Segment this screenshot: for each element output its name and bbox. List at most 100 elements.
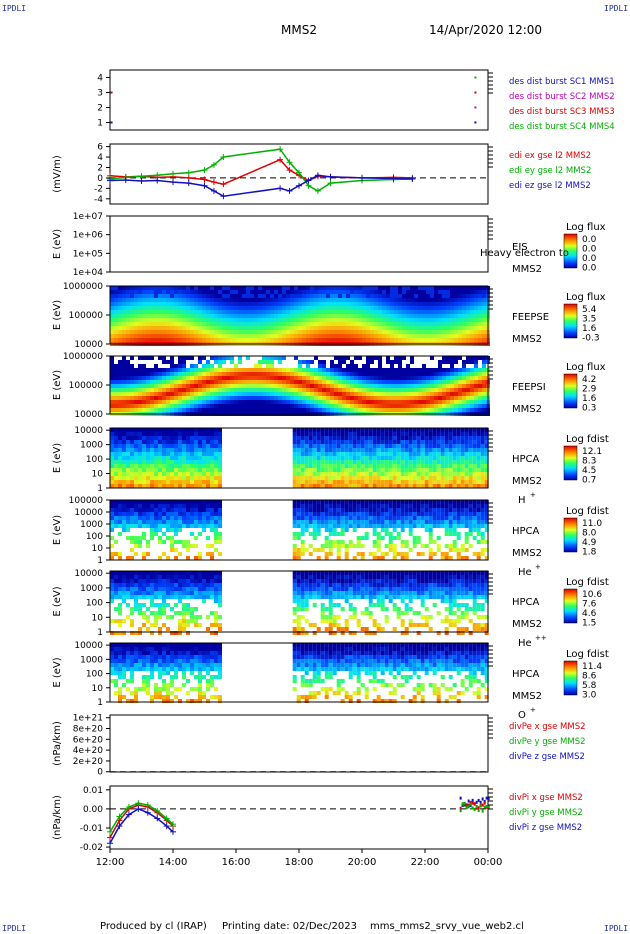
spectrogram-cell: [170, 306, 174, 310]
spectrogram-cell: [472, 432, 477, 436]
spectrogram-cell: [484, 480, 489, 484]
spectrogram-cell: [326, 298, 330, 302]
spectrogram-cell: [226, 400, 230, 404]
spectrogram-cell: [316, 440, 321, 444]
spectrogram-cell: [170, 524, 174, 528]
spectrogram-cell: [234, 330, 238, 334]
spectrogram-cell: [462, 376, 466, 380]
spectrogram-cell: [414, 326, 418, 330]
spectrogram-cell: [170, 334, 174, 338]
spectrogram-cell: [362, 372, 366, 376]
spectrogram-cell: [142, 322, 146, 326]
spectrogram-cell: [348, 472, 353, 476]
spectrogram-cell: [360, 544, 365, 548]
spectrogram-cell: [186, 356, 190, 360]
spectrogram-cell: [468, 476, 473, 480]
spectrogram-cell: [482, 384, 486, 388]
spectrogram-cell: [166, 306, 170, 310]
spectrogram-cell: [154, 432, 158, 436]
spectrogram-cell: [410, 318, 414, 322]
spectrogram-cell: [154, 298, 158, 302]
spectrogram-cell: [330, 318, 334, 322]
spectrogram-cell: [394, 302, 398, 306]
spectrogram-cell: [218, 372, 222, 376]
spectrogram-cell: [336, 456, 341, 460]
spectrogram-cell: [482, 356, 486, 360]
spectrogram-cell: [190, 512, 194, 516]
spectrogram-cell: [474, 376, 478, 380]
spectrogram-cell: [286, 318, 290, 322]
spectrogram-cell: [158, 472, 162, 476]
spectrogram-cell: [138, 440, 142, 444]
spectrogram-cell: [114, 330, 118, 334]
spectrogram-cell: [154, 388, 158, 392]
spectrogram-cell: [442, 334, 446, 338]
spectrogram-cell: [290, 372, 294, 376]
spectrogram-cell: [458, 376, 462, 380]
spectrogram-cell: [338, 364, 342, 368]
spectrogram-cell: [178, 484, 182, 488]
spectrogram-cell: [218, 460, 222, 464]
spectrogram-cell: [358, 302, 362, 306]
spectrogram-cell: [376, 428, 381, 432]
spectrogram-cell: [454, 286, 458, 290]
spectrogram-cell: [166, 440, 170, 444]
spectrogram-cell: [270, 322, 274, 326]
spectrogram-cell: [310, 388, 314, 392]
spectrogram-cell: [460, 476, 465, 480]
spectrogram-cell: [464, 460, 469, 464]
spectrogram-cell: [174, 472, 178, 476]
spectrogram-cell: [382, 306, 386, 310]
spectrogram-cell: [314, 310, 318, 314]
spectrogram-cell: [314, 404, 318, 408]
spectrogram-cell: [110, 508, 114, 512]
spectrogram-cell: [432, 512, 437, 516]
spectrogram-cell: [344, 480, 349, 484]
spectrogram-cell: [400, 544, 405, 548]
spectrogram-cell: [150, 400, 154, 404]
spectrogram-cell: [428, 452, 433, 456]
spectrogram-cell: [158, 500, 162, 504]
spectrogram-cell: [396, 504, 401, 508]
spectrogram-cell: [130, 400, 134, 404]
spectrogram-cell: [444, 436, 449, 440]
spectrogram-cell: [210, 444, 214, 448]
spectrogram-cell: [330, 380, 334, 384]
spectrogram-cell: [310, 372, 314, 376]
spectrogram-cell: [274, 338, 278, 342]
spectrogram-cell: [328, 464, 333, 468]
spectrogram-cell: [286, 314, 290, 318]
spectrogram-cell: [206, 468, 210, 472]
spectrogram-cell: [316, 484, 321, 488]
spectrogram-cell: [366, 314, 370, 318]
panel-hpca-h: [106, 427, 578, 489]
spectrogram-cell: [396, 444, 401, 448]
spectrogram-cell: [206, 334, 210, 338]
spectrogram-cell: [316, 500, 321, 504]
spectrogram-cell: [466, 396, 470, 400]
spectrogram-cell: [450, 334, 454, 338]
spectrogram-cell: [316, 512, 321, 516]
spectrogram-cell: [444, 440, 449, 444]
spectrogram-cell: [178, 456, 182, 460]
spectrogram-cell: [428, 548, 433, 552]
colorbar: [563, 303, 578, 339]
spectrogram-cell: [382, 384, 386, 388]
colorbar-title: Log flux: [566, 362, 606, 373]
spectrogram-cell: [306, 298, 310, 302]
spectrogram-cell: [134, 400, 138, 404]
spectrogram-cell: [442, 376, 446, 380]
spectrogram-cell: [468, 508, 473, 512]
spectrogram-cell: [234, 408, 238, 412]
spectrogram-cell: [138, 392, 142, 396]
spectrogram-cell: [178, 380, 182, 384]
spectrogram-cell: [430, 310, 434, 314]
spectrogram-cell: [138, 508, 142, 512]
spectrogram-cell: [114, 400, 118, 404]
spectrogram-cell: [362, 408, 366, 412]
spectrogram-cell: [424, 456, 429, 460]
spectrogram-cell: [150, 452, 154, 456]
spectrogram-cell: [328, 516, 333, 520]
spectrogram-cell: [294, 356, 298, 360]
spectrogram-cell: [418, 322, 422, 326]
